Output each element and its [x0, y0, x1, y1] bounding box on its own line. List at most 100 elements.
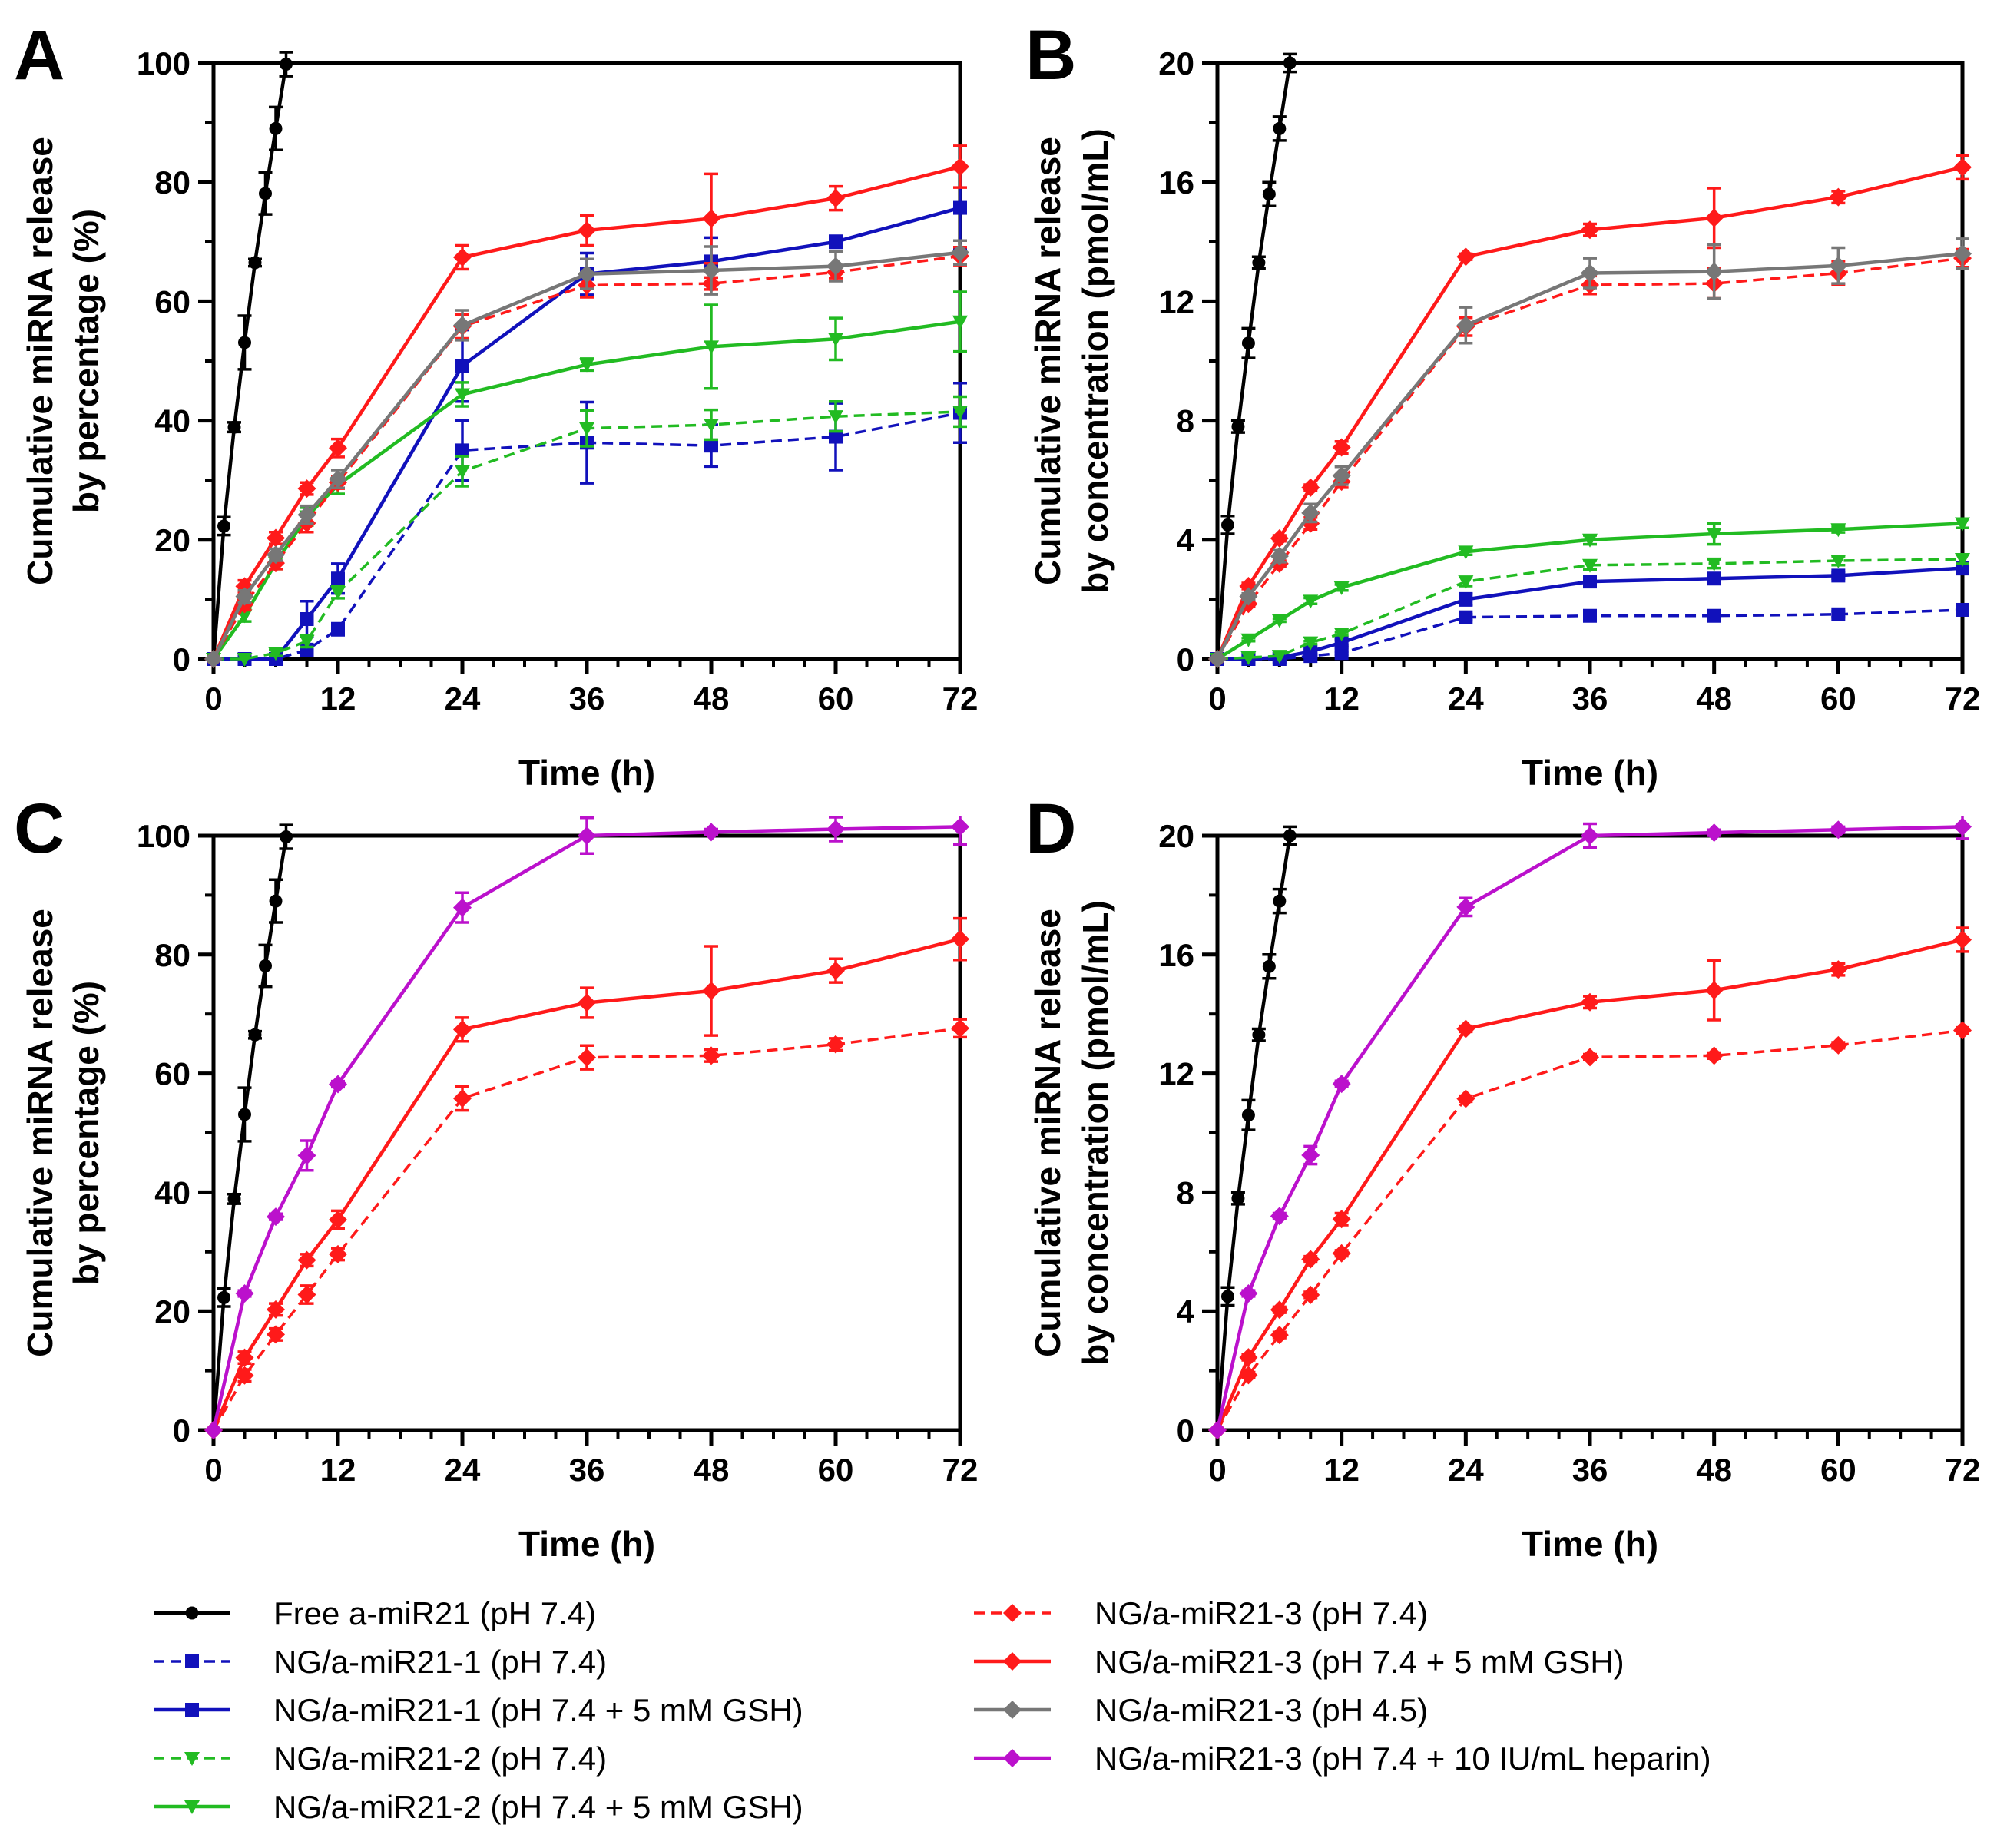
legend-item: NG/a-miR21-1 (pH 7.4 + 5 mM GSH): [154, 1692, 803, 1728]
x-tick-label: 0: [1208, 681, 1226, 717]
legend-label: NG/a-miR21-3 (pH 7.4 + 10 IU/mL heparin): [1095, 1740, 1711, 1777]
y-tick-label: 4: [1177, 522, 1195, 558]
data-point: [1271, 650, 1287, 664]
x-tick-label: 48: [694, 1452, 730, 1488]
y-axis-label: Cumulative miRNA release: [1028, 137, 1068, 585]
data-point: [1303, 594, 1319, 609]
x-tick-label: 48: [694, 681, 730, 717]
y-tick-label: 80: [154, 164, 190, 200]
x-tick-label: 12: [320, 1452, 356, 1488]
y-axis-label: by concentration (pmol/mL): [1075, 128, 1115, 594]
data-point: [1707, 571, 1721, 586]
x-tick-label: 12: [1323, 681, 1360, 717]
data-point: [951, 817, 969, 836]
data-point: [704, 419, 719, 433]
data-point: [951, 1018, 969, 1038]
data-point: [1704, 823, 1724, 843]
legend-marker: [184, 1752, 200, 1766]
data-point: [1240, 633, 1257, 647]
series-line: [1215, 938, 1963, 1431]
data-point: [1301, 503, 1320, 522]
data-point: [1456, 247, 1475, 267]
data-point: [329, 469, 347, 488]
data-point: [828, 333, 843, 347]
data-point: [259, 187, 272, 200]
legend-item: NG/a-miR21-3 (pH 7.4): [974, 1595, 1428, 1631]
y-axis-label: by percentage (%): [66, 981, 106, 1285]
plot-frame-c: [211, 833, 962, 1432]
data-point: [1953, 1021, 1972, 1040]
data-point: [1456, 316, 1475, 335]
data-point: [1283, 56, 1297, 70]
legend-label: Free a-miR21 (pH 7.4): [273, 1595, 596, 1631]
data-point: [217, 519, 230, 533]
data-point: [1456, 1089, 1475, 1108]
data-point: [269, 121, 283, 135]
data-point: [1955, 517, 1970, 532]
series-ng3_74: [204, 1018, 969, 1439]
y-tick-label: 4: [1177, 1293, 1195, 1330]
data-point: [1220, 518, 1234, 532]
data-point: [1262, 959, 1276, 973]
data-point: [952, 405, 968, 419]
legend-item: NG/a-miR21-2 (pH 7.4): [154, 1740, 607, 1777]
data-point: [579, 422, 594, 436]
series-ng3_74: [1208, 247, 1972, 668]
data-point: [1583, 608, 1597, 623]
x-axis-label: Time (h): [518, 1524, 655, 1564]
y-tick-label: 12: [1158, 1056, 1194, 1092]
data-point: [297, 479, 316, 498]
data-point: [227, 1192, 241, 1206]
legend-label: NG/a-miR21-3 (pH 7.4 + 5 mM GSH): [1095, 1644, 1624, 1680]
legend-marker: [1003, 1701, 1022, 1719]
data-point: [455, 443, 469, 458]
data-point: [1220, 1290, 1234, 1303]
series-line: [1215, 252, 1963, 660]
data-point: [1953, 817, 1972, 836]
panel-label-d: D: [1025, 790, 1076, 868]
x-tick-label: 36: [1572, 681, 1608, 717]
x-tick-label: 12: [320, 681, 356, 717]
data-point: [267, 545, 285, 565]
data-point: [1704, 208, 1724, 227]
y-tick-label: 0: [173, 1412, 190, 1449]
data-point: [1953, 157, 1972, 177]
series-free: [1210, 825, 1297, 1437]
data-point: [204, 1421, 223, 1439]
series-layer-c: [204, 816, 969, 1439]
series-ng3_hep: [1208, 816, 1972, 1439]
data-point: [330, 586, 346, 601]
data-point: [1270, 528, 1289, 548]
plot-frame-d: [1215, 833, 1965, 1432]
data-point: [280, 58, 293, 71]
data-point: [578, 993, 596, 1012]
series-line: [1216, 522, 1963, 661]
series-line: [1216, 1028, 1963, 1431]
data-point: [259, 959, 272, 973]
data-point: [1956, 602, 1969, 617]
y-axis-label: Cumulative miRNA release: [1028, 909, 1068, 1357]
y-tick-label: 100: [137, 818, 190, 854]
x-axis-label: Time (h): [1522, 1524, 1658, 1564]
series-ng2_74: [1210, 553, 1970, 667]
y-tick-label: 16: [1158, 937, 1194, 973]
y-axis-label: by percentage (%): [66, 209, 106, 513]
data-point: [1829, 820, 1848, 840]
data-point: [1706, 557, 1722, 571]
x-tick-label: 36: [1572, 1452, 1608, 1488]
series-layer-a: [204, 51, 969, 668]
data-point: [453, 1020, 472, 1039]
data-point: [1332, 1075, 1351, 1094]
data-point: [1707, 608, 1721, 623]
data-point: [704, 439, 718, 453]
x-tick-label: 24: [1448, 1452, 1484, 1488]
data-point: [455, 465, 470, 479]
series-line: [212, 1027, 961, 1431]
series-free: [207, 51, 293, 666]
data-point: [1704, 262, 1724, 281]
x-tick-label: 60: [818, 1452, 854, 1488]
data-point: [267, 528, 285, 548]
data-point: [826, 1035, 845, 1054]
y-tick-label: 16: [1158, 164, 1194, 200]
